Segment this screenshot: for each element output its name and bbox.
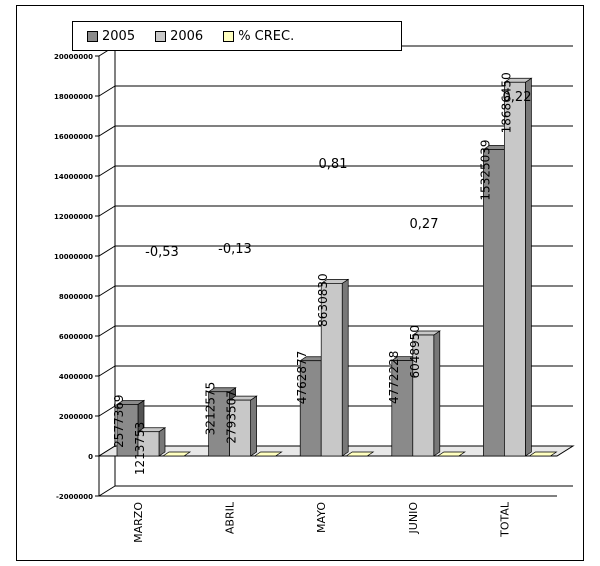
data-label-crec: -0,53 xyxy=(145,245,179,260)
y-tick-label: 12000000 xyxy=(54,213,93,221)
data-label-2006: 1213753 xyxy=(133,422,147,475)
bar-crec xyxy=(528,451,558,457)
gridline-diagonal xyxy=(98,85,116,97)
legend-label-crec: % CREC. xyxy=(238,28,295,44)
y-tick-label: 6000000 xyxy=(59,333,93,341)
legend-item-2006: 2006 xyxy=(155,29,203,44)
data-label-crec: -0,13 xyxy=(218,242,252,257)
gridline-diagonal xyxy=(98,405,116,417)
data-label-2006: 6048950 xyxy=(408,325,422,378)
data-label-2006: 18686450 xyxy=(499,72,513,133)
x-category-label: MAYO xyxy=(315,502,328,533)
bar-crec xyxy=(253,451,283,457)
gridline-diagonal xyxy=(98,245,116,257)
bar-2006 xyxy=(504,81,526,457)
bar-2006-side xyxy=(341,278,349,457)
legend-label-2006: 2006 xyxy=(170,28,204,44)
data-label-2005: 4772228 xyxy=(387,351,401,404)
y-tick-label: 10000000 xyxy=(54,253,93,261)
data-label-crec: 0,27 xyxy=(410,217,439,232)
y-tick-label: 8000000 xyxy=(59,293,93,301)
y-tick-label: 18000000 xyxy=(54,93,93,101)
bar-2006 xyxy=(229,399,251,457)
data-label-crec: 0,81 xyxy=(319,157,348,172)
data-label-2005: 3212575 xyxy=(204,382,218,435)
data-label-2006: 2793507 xyxy=(225,390,239,443)
gridline-diagonal xyxy=(98,285,116,297)
y-tick-label: 0 xyxy=(88,453,93,461)
gridline-diagonal xyxy=(98,485,116,497)
chart-frame: -2000000 0 2000000 4000000 6000000 8000000 100… xyxy=(16,5,584,561)
data-label-2005: 2577369 xyxy=(112,394,126,447)
bar-2006-side xyxy=(250,395,257,457)
legend-label-2005: 2005 xyxy=(102,28,136,44)
bar-crec xyxy=(436,451,466,457)
y-tick-label: 2000000 xyxy=(59,413,93,421)
x-category-label: ABRIL xyxy=(224,501,237,534)
y-tick-label: -2000000 xyxy=(56,493,93,501)
gridline-diagonal xyxy=(98,325,116,337)
data-label-2005: 4762877 xyxy=(295,351,309,404)
x-category-label: MARZO xyxy=(132,502,145,543)
bar-2006 xyxy=(412,334,435,457)
legend: 2005 2006 % CREC. xyxy=(72,21,402,51)
gridline-diagonal xyxy=(98,125,116,137)
gridline-diagonal xyxy=(98,365,116,377)
gridline-diagonal xyxy=(98,205,116,217)
data-label-crec: 0,22 xyxy=(503,90,532,105)
legend-item-2005: 2005 xyxy=(87,29,135,44)
bar-2006-side xyxy=(158,427,166,457)
x-category-label: JUNIO xyxy=(407,502,420,535)
data-label-2006: 8630830 xyxy=(316,273,330,326)
data-label-2005: 15325039 xyxy=(478,139,492,200)
legend-swatch-2005 xyxy=(87,30,98,42)
bar-2006 xyxy=(137,431,160,457)
y-tick-label: 14000000 xyxy=(54,173,93,181)
legend-swatch-crec xyxy=(223,30,235,42)
bar-2006 xyxy=(320,283,343,457)
y-tick-label: 4000000 xyxy=(59,373,93,381)
bar-2006-side xyxy=(525,77,532,457)
gridline-diagonal xyxy=(98,165,116,177)
bar-crec xyxy=(161,451,192,457)
bar-chart: -2000000 0 2000000 4000000 6000000 8000000 100… xyxy=(54,45,575,543)
y-tick-label: 20000000 xyxy=(54,53,93,61)
y-tick-label: 16000000 xyxy=(54,133,93,141)
x-category-label: TOTAL xyxy=(498,501,511,538)
legend-swatch-2006 xyxy=(155,30,167,42)
bar-2006-side xyxy=(433,330,441,457)
bar-crec xyxy=(345,451,375,457)
bar-2005 xyxy=(116,404,139,457)
legend-item-crec: % CREC. xyxy=(223,29,294,44)
